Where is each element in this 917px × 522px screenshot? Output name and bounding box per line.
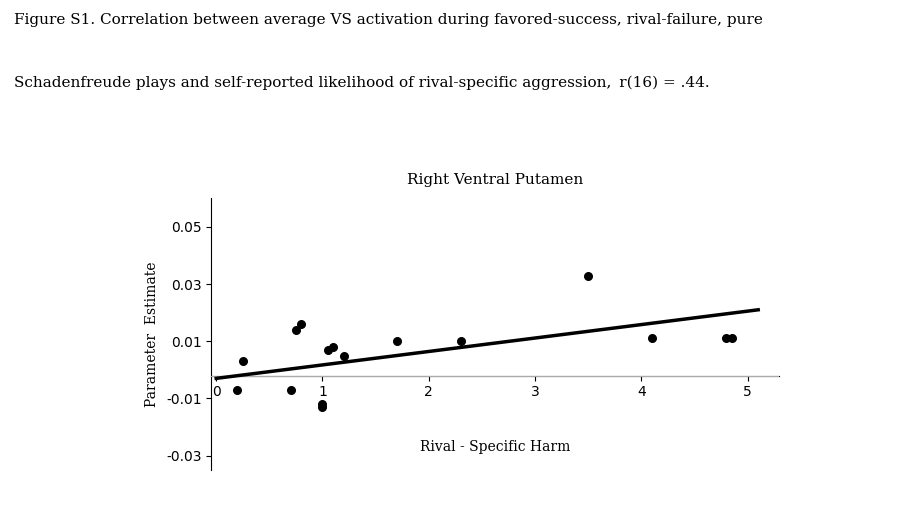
Point: [326, 343, 340, 351]
Title: Right Ventral Putamen: Right Ventral Putamen: [407, 173, 583, 187]
Text: Figure S1. Correlation between average VS activation during favored-success, riv: Figure S1. Correlation between average V…: [14, 13, 763, 27]
Point: [315, 400, 330, 408]
Point: [320, 346, 335, 354]
Point: [453, 337, 468, 346]
Y-axis label: Parameter  Estimate: Parameter Estimate: [145, 262, 160, 407]
Point: [337, 351, 351, 360]
Point: [719, 334, 734, 342]
Point: [230, 386, 245, 394]
Point: [724, 334, 739, 342]
Point: [236, 357, 250, 365]
Point: [289, 326, 304, 334]
X-axis label: Rival - Specific Harm: Rival - Specific Harm: [420, 440, 570, 454]
Point: [294, 320, 309, 328]
Point: [390, 337, 404, 346]
Text: Schadenfreude plays and self-reported likelihood of rival-specific aggression,  : Schadenfreude plays and self-reported li…: [14, 76, 710, 90]
Point: [580, 271, 595, 280]
Point: [283, 386, 298, 394]
Point: [315, 403, 330, 411]
Point: [645, 334, 659, 342]
